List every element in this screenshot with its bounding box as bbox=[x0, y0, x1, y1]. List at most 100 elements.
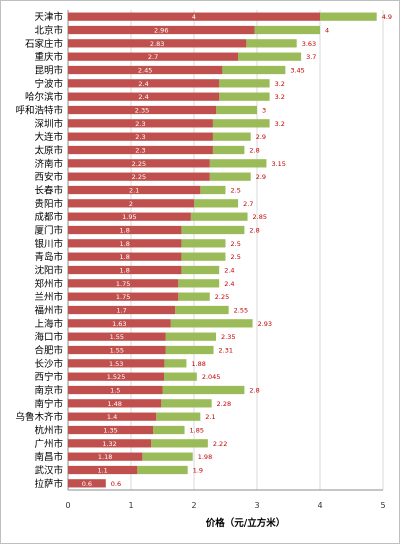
category-label: 昆明市 bbox=[34, 65, 63, 77]
category-label: 宁波市 bbox=[34, 78, 63, 90]
high-value-label: 1.85 bbox=[190, 427, 204, 435]
bar-high-segment bbox=[212, 132, 251, 141]
bar-high-segment bbox=[165, 332, 217, 341]
bar-low-segment bbox=[68, 225, 182, 235]
low-value-label: 2.35 bbox=[135, 107, 149, 115]
bar-high-segment bbox=[175, 305, 229, 315]
category-label: 杭州市 bbox=[34, 425, 63, 437]
low-value-label: 2.83 bbox=[150, 40, 164, 48]
high-value-label: 1.88 bbox=[191, 360, 205, 368]
low-value-label: 1.55 bbox=[110, 347, 124, 355]
bar-low-segment bbox=[68, 65, 223, 75]
bar-high-segment bbox=[219, 79, 270, 88]
low-value-label: 1.63 bbox=[112, 320, 126, 328]
category-label: 济南市 bbox=[34, 158, 63, 170]
high-value-label: 3.45 bbox=[290, 67, 304, 75]
high-value-label: 2.8 bbox=[249, 387, 259, 395]
bar-high-segment bbox=[238, 52, 302, 61]
high-value-label: 3.15 bbox=[271, 160, 285, 168]
category-label: 成都市 bbox=[34, 211, 63, 223]
category-label: 天津市 bbox=[34, 11, 63, 23]
category-label: 贵阳市 bbox=[34, 198, 63, 210]
category-label: 南昌市 bbox=[34, 451, 63, 463]
bar-high-segment bbox=[170, 319, 253, 328]
category-label: 郑州市 bbox=[34, 278, 63, 290]
bar-low-segment bbox=[68, 412, 157, 421]
low-value-label: 1.7 bbox=[116, 307, 126, 315]
category-label: 重庆市 bbox=[34, 51, 63, 63]
high-value-label: 2.4 bbox=[224, 267, 234, 275]
bar-high-segment bbox=[216, 105, 257, 115]
bar-low-segment bbox=[68, 172, 210, 181]
bar-low-segment bbox=[68, 332, 166, 341]
category-label: 长沙市 bbox=[34, 358, 63, 370]
bar-high-segment bbox=[246, 39, 297, 48]
x-tick-label: 2 bbox=[191, 501, 196, 510]
bar-low-segment bbox=[68, 319, 171, 328]
bar-low-segment bbox=[68, 132, 213, 141]
category-label: 广州市 bbox=[34, 438, 63, 450]
low-value-label: 2.3 bbox=[135, 120, 145, 128]
bar-low-segment bbox=[68, 52, 239, 61]
low-value-label: 2.96 bbox=[154, 27, 168, 35]
high-value-label: 2.045 bbox=[202, 373, 221, 381]
category-label: 拉萨市 bbox=[34, 478, 63, 490]
high-value-label: 2.1 bbox=[205, 413, 215, 421]
bar-high-segment bbox=[254, 25, 320, 35]
high-value-label: 3.2 bbox=[275, 93, 285, 101]
x-tick-label: 3 bbox=[254, 501, 259, 510]
bar-high-segment bbox=[181, 225, 245, 235]
bar-low-segment bbox=[68, 105, 217, 115]
high-value-label: 3.63 bbox=[302, 40, 316, 48]
bar-low-segment bbox=[68, 79, 220, 88]
category-label: 合肥市 bbox=[34, 345, 63, 357]
low-value-label: 2.3 bbox=[135, 147, 145, 155]
bar-low-segment bbox=[68, 12, 320, 21]
bar-low-segment bbox=[68, 185, 201, 195]
bar-low-segment bbox=[68, 239, 182, 248]
high-value-label: 2.4 bbox=[224, 280, 234, 288]
bar-low-segment bbox=[68, 159, 210, 168]
bar-high-segment bbox=[137, 465, 188, 475]
low-value-label: 2.7 bbox=[148, 53, 158, 61]
category-label: 西安市 bbox=[34, 171, 63, 183]
bar-low-segment bbox=[68, 265, 182, 275]
bar-high-segment bbox=[181, 265, 220, 275]
low-value-label: 1.5 bbox=[110, 387, 120, 395]
bar-high-segment bbox=[142, 452, 193, 461]
low-value-label: 2.25 bbox=[132, 160, 146, 168]
high-value-label: 2.25 bbox=[215, 293, 229, 301]
bar-low-segment bbox=[68, 25, 255, 35]
category-label: 呼和浩特市 bbox=[15, 105, 63, 117]
bar-high-segment bbox=[219, 92, 270, 101]
high-value-label: 2.31 bbox=[219, 347, 233, 355]
bar-low-segment bbox=[68, 92, 220, 101]
low-value-label: 0.6 bbox=[82, 480, 92, 488]
low-value-label: 4 bbox=[192, 13, 196, 21]
high-value-label: 2.22 bbox=[213, 440, 227, 448]
high-value-label: 3.7 bbox=[306, 53, 316, 61]
category-label: 石家庄市 bbox=[25, 38, 64, 50]
bar-low-segment bbox=[68, 359, 165, 368]
low-value-label: 1.18 bbox=[98, 453, 112, 461]
bar-low-segment bbox=[68, 39, 247, 48]
bar-low-segment bbox=[68, 252, 182, 261]
high-value-label: 2.28 bbox=[217, 400, 231, 408]
bar-low-segment bbox=[68, 372, 165, 381]
category-label: 太原市 bbox=[34, 145, 63, 157]
low-value-label: 1.32 bbox=[102, 440, 116, 448]
high-value-label: 2.35 bbox=[221, 333, 235, 341]
category-label: 大连市 bbox=[34, 131, 63, 143]
category-label: 沈阳市 bbox=[34, 265, 63, 277]
bar-low-segment bbox=[68, 465, 138, 475]
low-value-label: 1.8 bbox=[120, 253, 130, 261]
high-value-label: 2.5 bbox=[231, 253, 241, 261]
x-tick-label: 5 bbox=[380, 501, 385, 510]
bar-low-segment bbox=[68, 345, 166, 355]
low-value-label: 1.8 bbox=[120, 240, 130, 248]
category-label: 青岛市 bbox=[34, 251, 63, 263]
high-value-label: 0.6 bbox=[111, 480, 121, 488]
high-value-label: 2.5 bbox=[231, 240, 241, 248]
